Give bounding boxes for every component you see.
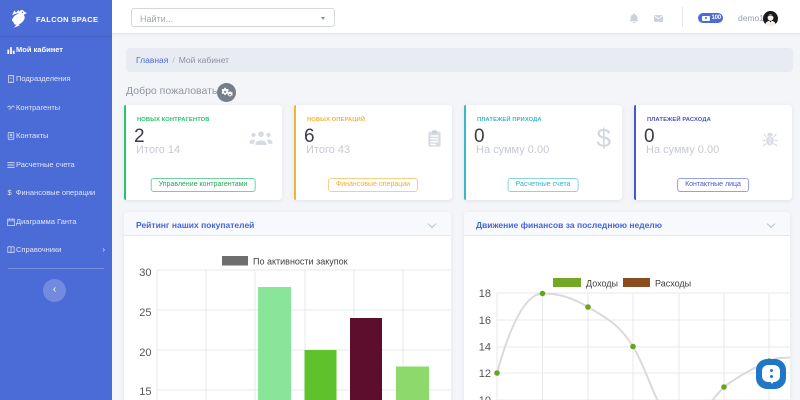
svg-text:10: 10 xyxy=(479,395,491,400)
svg-text:12: 12 xyxy=(479,368,491,380)
svg-text:18: 18 xyxy=(479,288,491,300)
svg-text:Расходы: Расходы xyxy=(655,279,691,289)
svg-text:30: 30 xyxy=(139,267,151,279)
svg-text:По активности закупок: По активности закупок xyxy=(253,257,348,267)
svg-text:20: 20 xyxy=(139,347,151,359)
svg-text:16: 16 xyxy=(479,315,491,327)
svg-text:15: 15 xyxy=(139,386,151,398)
svg-text:14: 14 xyxy=(479,342,491,354)
svg-text:25: 25 xyxy=(139,307,151,319)
svg-text:Доходы: Доходы xyxy=(586,279,618,289)
